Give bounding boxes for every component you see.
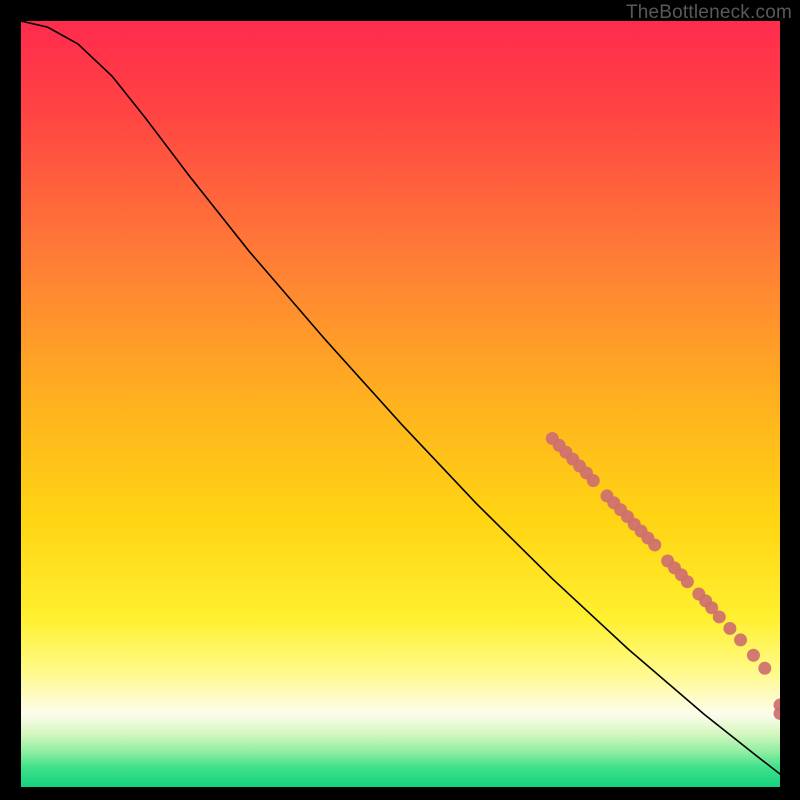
scatter-point	[758, 662, 771, 675]
bottleneck-curve	[21, 21, 780, 774]
plot-area	[21, 21, 780, 787]
page-container: TheBottleneck.com	[0, 0, 800, 800]
scatter-point	[648, 538, 661, 551]
scatter-point	[681, 575, 694, 588]
scatter-point	[747, 649, 760, 662]
scatter-point	[723, 622, 736, 635]
scatter-point	[713, 610, 726, 623]
chart-overlay	[21, 21, 780, 787]
scatter-point	[774, 707, 781, 720]
scatter-point	[587, 474, 600, 487]
scatter-point	[734, 633, 747, 646]
scatter-marker-group	[546, 432, 780, 720]
